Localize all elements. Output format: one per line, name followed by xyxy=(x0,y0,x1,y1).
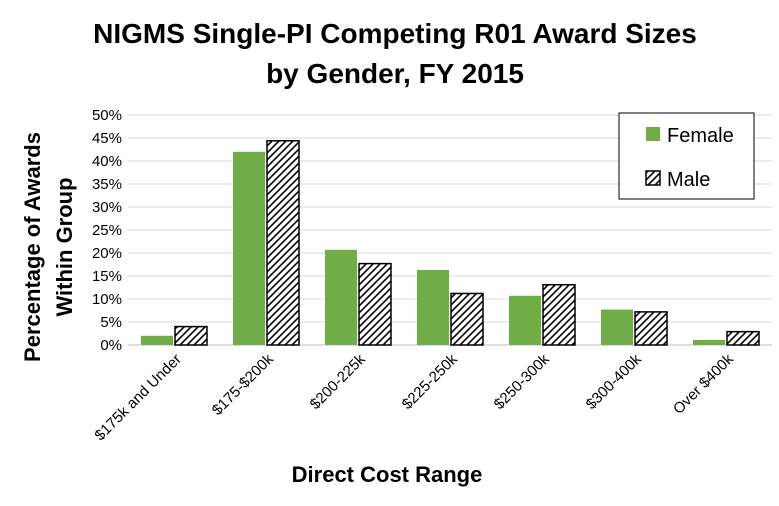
y-axis-ticks: 0% 5% 10% 15% 20% 25% 30% 35% 40% 45% 50% xyxy=(92,107,122,354)
bar-male xyxy=(634,311,668,346)
legend-label-female: Female xyxy=(667,125,734,147)
bar-female xyxy=(509,295,541,345)
chart-title-line-2: by Gender, FY 2015 xyxy=(266,58,524,89)
y-tick-label: 50% xyxy=(92,107,122,124)
legend: Female Male xyxy=(618,112,755,200)
bar-male xyxy=(542,283,576,346)
x-axis-ticks: $175k and Under $175-$200k $200-225k $225-2… xyxy=(91,350,737,444)
y-tick-label: 25% xyxy=(92,222,122,239)
y-tick-label: 20% xyxy=(92,245,122,262)
y-tick-label: 45% xyxy=(92,130,122,147)
bar-female xyxy=(325,249,357,345)
x-tick-label: Over $400k xyxy=(670,350,737,417)
legend-swatch-female xyxy=(646,127,660,141)
x-tick-label: $225-250k xyxy=(399,350,462,413)
legend-label-male: Male xyxy=(667,169,710,191)
y-tick-label: 5% xyxy=(100,314,122,331)
y-tick-label: 15% xyxy=(92,268,122,285)
x-axis-title: Direct Cost Range xyxy=(292,462,483,487)
bar-female xyxy=(693,339,725,345)
bar-male xyxy=(358,262,392,346)
y-axis-title-line-2: Within Group xyxy=(52,177,77,316)
legend-swatch-male xyxy=(645,170,661,186)
y-tick-label: 10% xyxy=(92,291,122,308)
chart-title-line-1: NIGMS Single-PI Competing R01 Award Size… xyxy=(93,18,697,49)
x-tick-label: $200-225k xyxy=(307,350,370,413)
x-tick-label: $250-300k xyxy=(491,350,554,413)
bar-female xyxy=(233,151,265,345)
bars xyxy=(141,140,760,346)
y-tick-label: 40% xyxy=(92,153,122,170)
x-tick-label: $300-400k xyxy=(583,350,646,413)
bar-male xyxy=(174,325,208,346)
x-tick-label: $175-$200k xyxy=(209,350,277,418)
bar-male xyxy=(450,292,484,346)
bar-male xyxy=(726,330,760,346)
legend-box xyxy=(618,112,755,200)
y-tick-label: 0% xyxy=(100,337,122,354)
bar-male xyxy=(266,140,300,346)
y-axis-title-line-1: Percentage of Awards xyxy=(20,132,45,362)
bar-female xyxy=(417,270,449,345)
x-tick-label: $175k and Under xyxy=(91,351,184,444)
y-tick-label: 35% xyxy=(92,176,122,193)
y-tick-label: 30% xyxy=(92,199,122,216)
bar-female xyxy=(141,335,173,345)
bar-female xyxy=(601,309,633,345)
